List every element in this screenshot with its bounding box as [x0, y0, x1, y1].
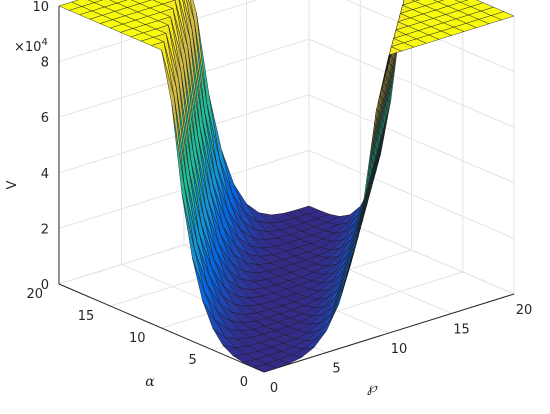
sidewall-gridline-z [308, 94, 515, 184]
sidewall-gridline-z [308, 149, 515, 239]
z-axis-label: V [5, 180, 20, 189]
surface-face [87, 0, 104, 3]
y-tick-label: 20 [26, 287, 43, 302]
z-tick-label: 2 [41, 222, 49, 237]
x-tick-label: 0 [270, 381, 278, 396]
x-tick-label: 10 [391, 342, 408, 357]
sidewall-gridline-z [308, 38, 515, 128]
surface-face [454, 0, 469, 3]
z-multiplier: ×104 [14, 37, 48, 55]
x-tick-label: 15 [453, 323, 470, 338]
z-multiplier-exponent: 4 [41, 37, 47, 48]
x-tick-label: 20 [516, 303, 533, 318]
y-axis-line [58, 283, 265, 373]
z-tick-label: 0 [41, 278, 49, 293]
surface-mesh [58, 0, 515, 373]
y-axis-label: α [145, 374, 155, 390]
y-tick-label: 0 [240, 375, 248, 390]
x-tick-label: 5 [332, 362, 340, 377]
y-tick-label: 15 [78, 309, 95, 324]
z-tick-label: 4 [41, 167, 49, 182]
surface-face [432, 0, 445, 3]
z-multiplier-base: ×10 [14, 40, 41, 55]
y-tick-label: 10 [129, 331, 146, 346]
x-axis-label: ℘ [367, 380, 378, 396]
z-tick-label: 6 [41, 111, 49, 126]
z-tick-label: 10 [32, 0, 49, 15]
z-tick-label: 8 [41, 56, 49, 71]
x-axis-line [263, 293, 515, 373]
y-tick-label: 5 [189, 353, 197, 368]
surface-face [253, 363, 278, 373]
